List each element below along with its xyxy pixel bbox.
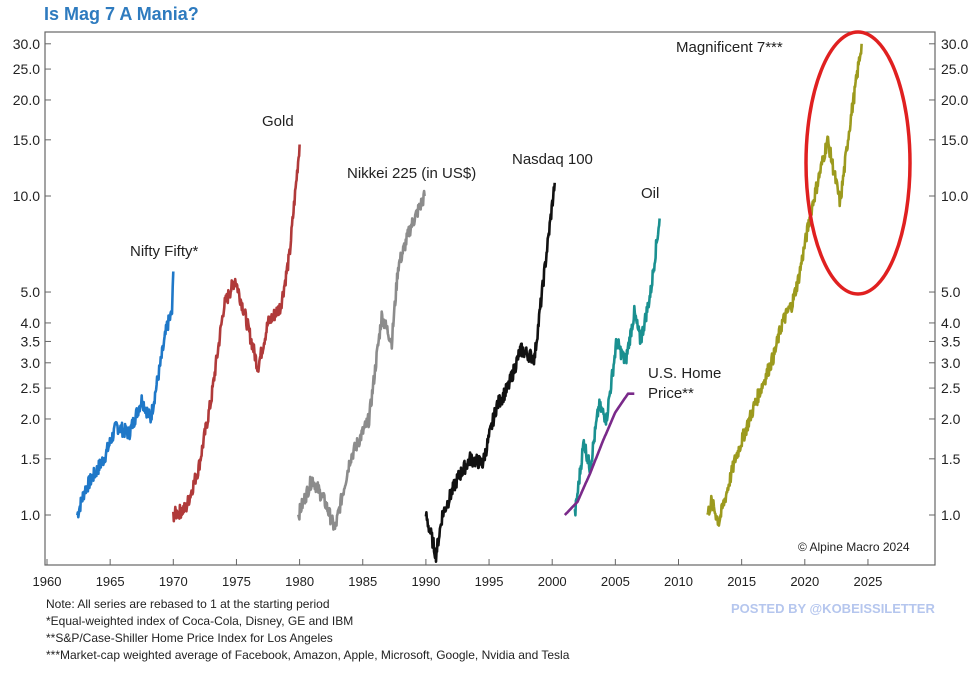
series-line-6 xyxy=(706,43,863,527)
x-tick-label: 1990 xyxy=(411,574,440,589)
highlight-ellipse xyxy=(804,30,912,296)
series-label: Magnificent 7*** xyxy=(676,39,783,56)
series-line-1 xyxy=(172,144,301,523)
series-label: Gold xyxy=(262,113,294,130)
footnote: Note: All series are rebased to 1 at the… xyxy=(46,597,330,611)
x-tick-label: 2020 xyxy=(790,574,819,589)
y-tick-label-right: 4.0 xyxy=(941,315,961,331)
x-tick-label: 2025 xyxy=(853,574,882,589)
series-label: Nifty Fifty* xyxy=(130,243,198,260)
series-label: Nasdaq 100 xyxy=(512,151,593,168)
y-tick-label-right: 2.0 xyxy=(941,411,961,427)
y-tick-label-right: 20.0 xyxy=(941,92,968,108)
plot-frame xyxy=(44,31,936,566)
series-line-4 xyxy=(573,218,661,517)
y-tick-label-right: 25.0 xyxy=(941,61,968,77)
y-tick-label-right: 1.5 xyxy=(941,451,961,467)
y-tick-label-right: 30.0 xyxy=(941,36,968,52)
x-tick-label: 2015 xyxy=(727,574,756,589)
x-tick-label: 2010 xyxy=(664,574,693,589)
footnote: ***Market-cap weighted average of Facebo… xyxy=(46,648,570,662)
series-label: Nikkei 225 (in US$) xyxy=(347,165,476,182)
y-tick-label-left: 1.0 xyxy=(21,507,41,523)
y-tick-label-right: 3.0 xyxy=(941,355,961,371)
x-tick-label: 1975 xyxy=(222,574,251,589)
y-tick-label-left: 15.0 xyxy=(13,132,40,148)
y-tick-label-left: 30.0 xyxy=(13,36,40,52)
copyright-annotation: © Alpine Macro 2024 xyxy=(798,540,910,554)
y-tick-label-left: 5.0 xyxy=(21,284,41,300)
y-tick-label-right: 15.0 xyxy=(941,132,968,148)
series-line-5 xyxy=(563,392,636,516)
footnote: *Equal-weighted index of Coca-Cola, Disn… xyxy=(46,614,354,628)
y-tick-label-left: 2.0 xyxy=(21,411,41,427)
chart-title: Is Mag 7 A Mania? xyxy=(44,4,199,24)
series-line-3 xyxy=(424,182,556,563)
y-tick-label-left: 25.0 xyxy=(13,61,40,77)
x-tick-label: 1995 xyxy=(475,574,504,589)
x-tick-label: 1980 xyxy=(285,574,314,589)
y-tick-label-left: 1.5 xyxy=(21,451,41,467)
y-tick-label-right: 5.0 xyxy=(941,284,961,300)
y-tick-label-left: 10.0 xyxy=(13,188,40,204)
x-tick-label: 1985 xyxy=(348,574,377,589)
y-tick-label-left: 3.5 xyxy=(21,333,41,349)
x-tick-label: 1960 xyxy=(33,574,62,589)
footnote: **S&P/Case-Shiller Home Price Index for … xyxy=(46,631,333,645)
x-tick-label: 2000 xyxy=(538,574,567,589)
y-tick-label-right: 1.0 xyxy=(941,507,961,523)
x-tick-label: 2005 xyxy=(601,574,630,589)
series-line-0 xyxy=(76,271,175,519)
y-tick-label-left: 20.0 xyxy=(13,92,40,108)
x-tick-label: 1970 xyxy=(159,574,188,589)
y-tick-label-right: 2.5 xyxy=(941,380,961,396)
series-label: Oil xyxy=(641,185,659,202)
series-label: Price** xyxy=(648,385,694,402)
series-label: U.S. Home xyxy=(648,365,721,382)
x-tick-label: 1965 xyxy=(96,574,125,589)
series-line-2 xyxy=(297,189,426,531)
y-tick-label-left: 4.0 xyxy=(21,315,41,331)
y-tick-label-left: 3.0 xyxy=(21,355,41,371)
y-tick-label-right: 10.0 xyxy=(941,188,968,204)
watermark: POSTED BY @KOBEISSILETTER xyxy=(731,601,935,616)
y-tick-label-right: 3.5 xyxy=(941,333,961,349)
y-tick-label-left: 2.5 xyxy=(21,380,41,396)
